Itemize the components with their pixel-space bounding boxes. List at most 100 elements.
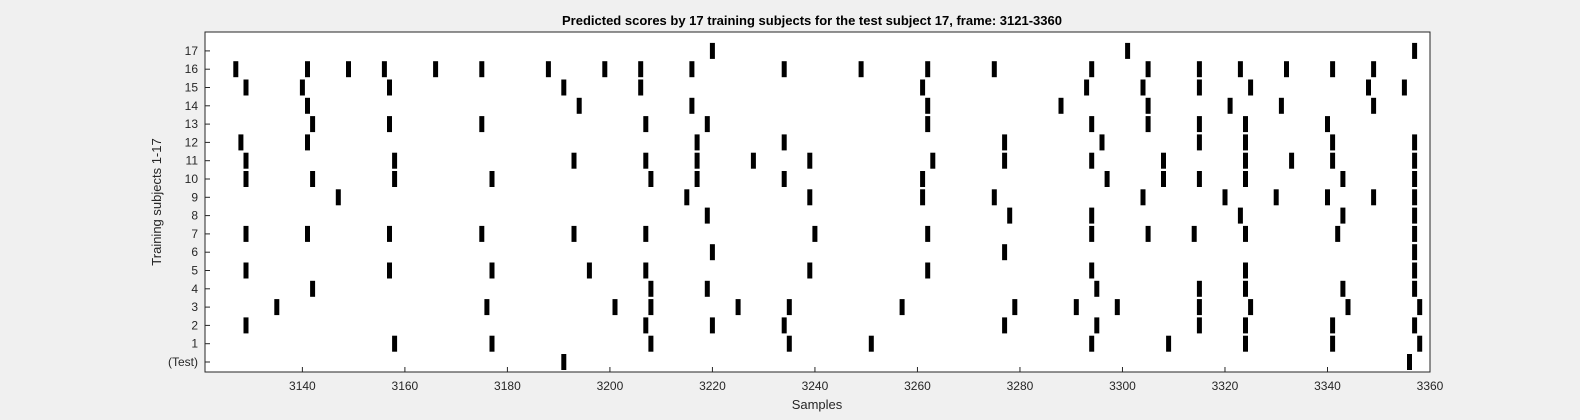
- score-mark: [305, 61, 310, 78]
- y-tick-label: 1: [191, 337, 198, 351]
- score-mark: [868, 335, 874, 352]
- score-mark: [392, 335, 398, 352]
- score-mark: [1114, 299, 1120, 316]
- score-mark: [1012, 299, 1018, 316]
- score-mark: [1412, 152, 1418, 169]
- score-mark: [709, 244, 715, 261]
- score-mark: [602, 61, 608, 78]
- score-mark: [484, 299, 490, 316]
- score-mark: [1243, 280, 1248, 297]
- score-mark: [991, 61, 997, 78]
- score-mark: [1366, 79, 1371, 96]
- score-mark: [561, 354, 567, 370]
- score-mark: [1002, 317, 1008, 334]
- score-mark: [243, 225, 249, 242]
- score-mark: [1196, 171, 1202, 187]
- score-mark: [1412, 134, 1418, 151]
- x-tick-label: 3160: [392, 379, 419, 393]
- score-mark: [612, 299, 618, 316]
- score-mark: [1196, 134, 1202, 151]
- score-mark: [1243, 116, 1248, 133]
- score-mark: [1145, 97, 1151, 114]
- score-mark: [1089, 61, 1095, 78]
- score-mark: [812, 225, 818, 242]
- y-tick-label: 7: [191, 227, 198, 241]
- score-mark: [991, 189, 997, 206]
- x-tick-label: 3240: [802, 379, 829, 393]
- score-mark: [1340, 280, 1346, 297]
- score-mark: [1089, 116, 1095, 133]
- score-mark: [1284, 61, 1289, 78]
- score-mark: [648, 299, 654, 316]
- score-mark: [786, 299, 792, 316]
- score-mark: [1002, 134, 1008, 151]
- score-mark: [1222, 189, 1228, 206]
- x-axis-label: Samples: [792, 397, 843, 412]
- score-mark: [310, 280, 316, 297]
- score-mark: [489, 335, 495, 352]
- score-mark: [807, 189, 813, 206]
- score-mark: [1330, 61, 1336, 78]
- score-mark: [1094, 280, 1100, 297]
- score-mark: [1237, 61, 1243, 78]
- score-mark: [586, 262, 592, 279]
- score-mark: [781, 171, 787, 187]
- x-tick-label: 3260: [904, 379, 931, 393]
- score-mark: [392, 152, 398, 169]
- score-mark: [479, 61, 485, 78]
- score-mark: [781, 134, 787, 151]
- score-mark: [479, 116, 485, 133]
- x-tick-label: 3280: [1007, 379, 1034, 393]
- score-mark: [694, 134, 700, 151]
- score-mark: [1140, 79, 1146, 96]
- score-mark: [561, 79, 567, 96]
- y-tick-label: 10: [185, 172, 199, 186]
- score-mark: [381, 61, 387, 78]
- score-mark: [1371, 61, 1377, 78]
- score-mark: [1412, 317, 1418, 334]
- score-mark: [781, 317, 787, 334]
- score-mark: [335, 189, 341, 206]
- score-mark: [310, 171, 316, 187]
- score-mark: [925, 61, 931, 78]
- score-mark: [1125, 42, 1131, 59]
- score-mark: [1196, 61, 1202, 78]
- score-mark: [576, 97, 582, 114]
- score-mark: [243, 317, 249, 334]
- score-mark: [243, 262, 249, 279]
- score-mark: [704, 280, 710, 297]
- score-mark: [1191, 225, 1197, 242]
- score-mark: [689, 61, 695, 78]
- y-tick-label: 6: [191, 245, 198, 259]
- score-mark: [1002, 244, 1008, 261]
- x-tick-label: 3220: [699, 379, 726, 393]
- score-mark: [1325, 189, 1330, 206]
- score-mark: [479, 225, 485, 242]
- score-mark: [1345, 299, 1351, 316]
- y-tick-label: 11: [186, 154, 199, 168]
- score-mark: [1196, 299, 1202, 316]
- score-mark: [920, 79, 926, 96]
- score-mark: [387, 79, 392, 96]
- y-tick-label: 17: [185, 44, 199, 58]
- score-mark: [1371, 97, 1377, 114]
- score-mark: [1196, 280, 1202, 297]
- score-mark: [1058, 97, 1064, 114]
- score-mark: [1417, 335, 1423, 352]
- score-mark: [1196, 317, 1202, 334]
- score-mark: [489, 262, 495, 279]
- x-tick-label: 3340: [1314, 379, 1341, 393]
- score-mark: [1196, 116, 1202, 133]
- score-mark: [1371, 189, 1377, 206]
- score-mark: [1094, 317, 1100, 334]
- score-mark: [925, 97, 931, 114]
- score-mark: [387, 225, 392, 242]
- score-mark: [648, 171, 654, 187]
- score-mark: [1330, 134, 1336, 151]
- score-mark: [807, 152, 813, 169]
- score-mark: [648, 335, 654, 352]
- score-mark: [238, 134, 244, 151]
- score-mark: [1412, 171, 1418, 187]
- score-mark: [1278, 97, 1284, 114]
